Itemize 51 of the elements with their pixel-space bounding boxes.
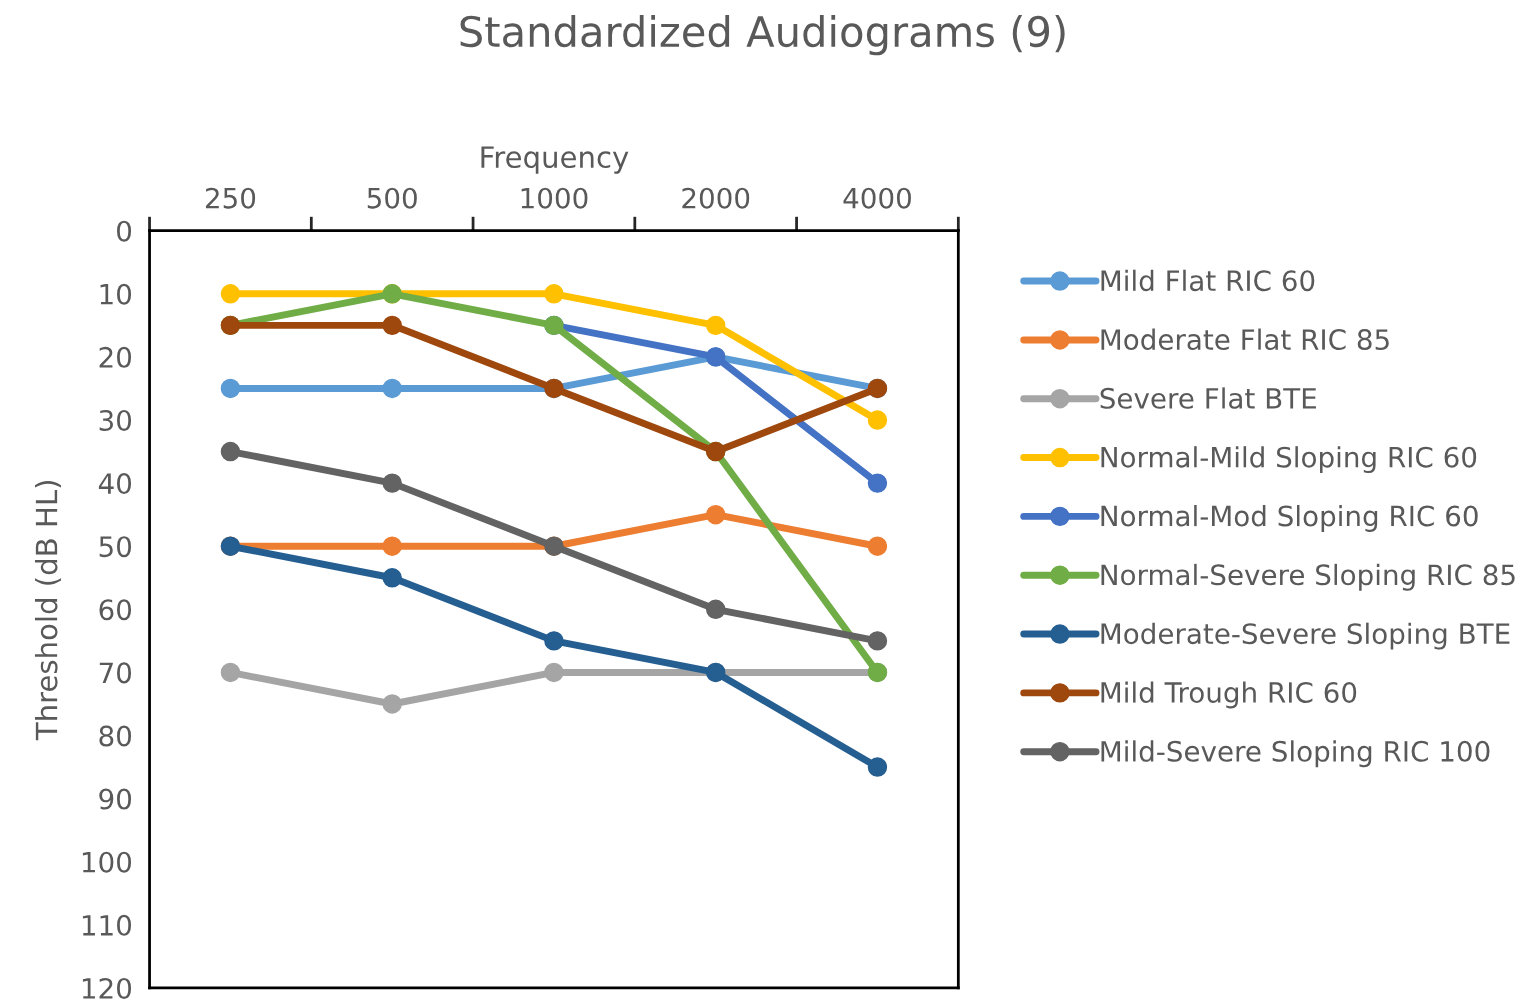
point: [382, 315, 402, 336]
y-tick-label: 80: [99, 725, 132, 747]
point: [382, 568, 402, 588]
point: [705, 504, 726, 525]
legend-label: Normal-Mod Sloping RIC 60: [1101, 505, 1478, 532]
point: [867, 757, 888, 777]
legend-label: Mild Flat RIC 60: [1101, 269, 1315, 292]
x-axis-title: Frequency: [481, 146, 629, 174]
x-tick-label: 1000: [521, 187, 588, 209]
point: [220, 441, 241, 462]
y-tick-label: 30: [99, 409, 132, 431]
point: [867, 536, 888, 556]
point: [382, 378, 402, 399]
y-tick-label: 90: [99, 788, 132, 810]
x-tick-label: 2000: [682, 187, 750, 209]
legend-label: Mild-Severe Sloping RIC 100: [1101, 740, 1490, 768]
y-tick-label: 100: [82, 851, 132, 873]
point: [544, 631, 564, 651]
point: [544, 662, 564, 683]
y-tick-label: 0: [117, 220, 132, 242]
point: [867, 410, 888, 430]
y-tick-label: 70: [99, 662, 132, 684]
y-tick-label: 60: [99, 599, 132, 621]
legend-label: Normal-Severe Sloping RIC 85: [1101, 563, 1515, 591]
chart-title: Standardized Audiograms (9): [460, 15, 1065, 56]
legend-label: Mild Trough RIC 60: [1101, 681, 1357, 709]
legend-label: Normal-Mild Sloping RIC 60: [1101, 446, 1477, 474]
x-tick-label: 250: [205, 187, 256, 209]
point: [382, 536, 402, 556]
point: [382, 694, 402, 714]
y-tick-label: 50: [99, 536, 132, 558]
point: [867, 631, 888, 651]
point: [220, 378, 241, 399]
x-tick-label: 500: [367, 187, 417, 209]
point: [705, 315, 726, 336]
x-tick-label: 4000: [843, 187, 911, 209]
legend-label: Moderate Flat RIC 85: [1101, 328, 1389, 351]
point: [705, 599, 726, 620]
y-tick-label: 110: [82, 914, 132, 936]
y-tick-label: 40: [98, 473, 132, 495]
point: [867, 473, 888, 493]
y-axis-title: Threshold (dB HL): [34, 480, 61, 741]
legend-label: Severe Flat BTE: [1100, 387, 1316, 409]
point: [220, 284, 241, 304]
legend-label: Moderate-Severe Sloping BTE: [1101, 622, 1510, 650]
point: [382, 473, 402, 493]
y-tick-label: 120: [82, 977, 132, 999]
point: [544, 284, 564, 304]
y-tick-label: 20: [99, 346, 132, 368]
y-tick-label: 10: [100, 283, 132, 305]
point: [220, 662, 241, 683]
